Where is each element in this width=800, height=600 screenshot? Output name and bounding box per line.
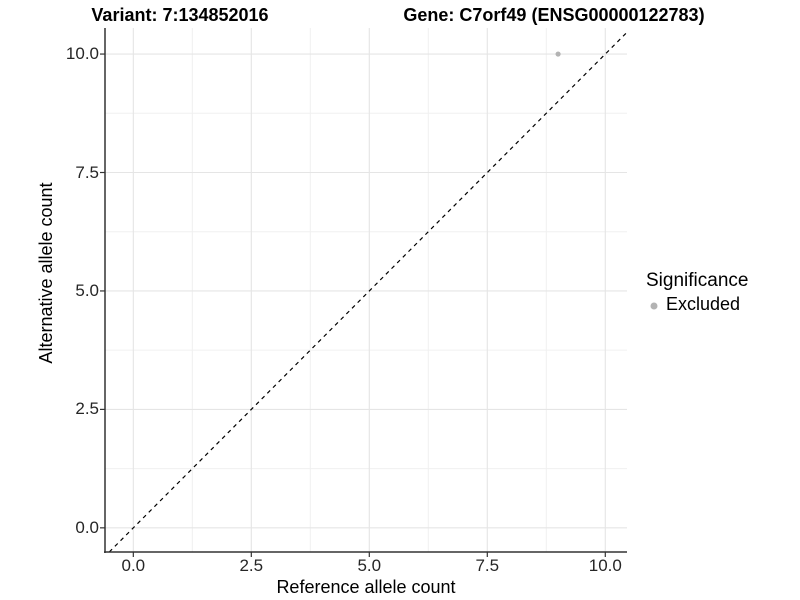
x-tick-label: 10.0: [588, 556, 622, 575]
y-tick-label: 7.5: [75, 162, 99, 182]
legend: Significance Excluded: [646, 270, 748, 315]
y-tick-label: 2.5: [75, 399, 99, 419]
data-point: [555, 51, 561, 57]
x-tick-label: 7.5: [475, 556, 500, 575]
y-tick-label: 10.0: [65, 44, 99, 64]
gene-title: Gene: C7orf49 (ENSG00000122783): [403, 5, 705, 25]
x-axis-title: Reference allele count: [276, 577, 456, 597]
x-tick-label: 5.0: [357, 556, 382, 575]
legend-title: Significance: [646, 270, 749, 291]
legend-point-icon: [650, 302, 658, 309]
x-tick-label: 2.5: [239, 556, 264, 575]
y-tick-label: 0.0: [75, 517, 99, 537]
variant-title: Variant: 7:134852016: [91, 5, 269, 25]
x-tick-label: 0.0: [121, 556, 146, 575]
legend-item-excluded: Excluded: [646, 294, 748, 315]
identity-dashed-line: [108, 31, 628, 553]
y-tick-label: 5.0: [75, 280, 99, 300]
legend-item-label: Excluded: [666, 294, 741, 314]
